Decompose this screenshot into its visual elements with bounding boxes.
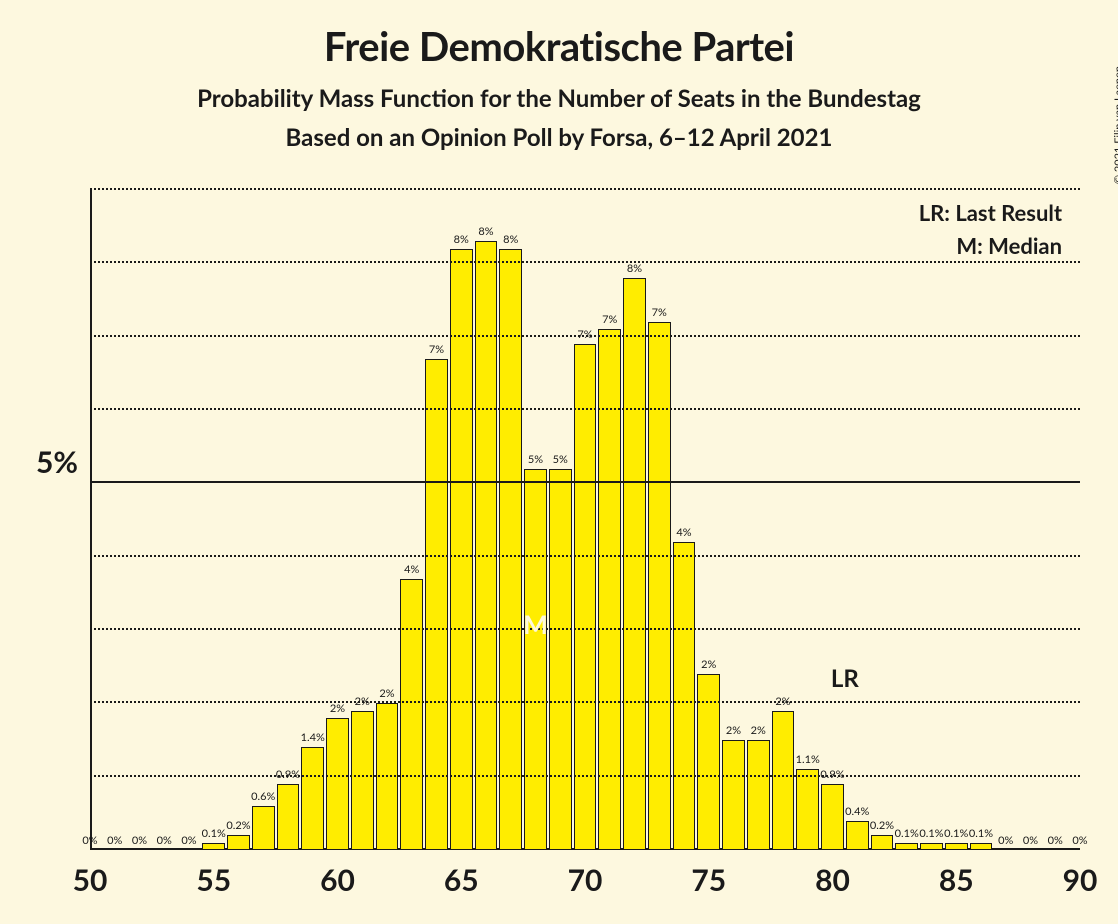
gridline [90, 261, 1080, 263]
bar [970, 843, 993, 850]
bar [301, 747, 324, 850]
bar [549, 469, 572, 850]
bar [450, 249, 473, 850]
bar-value-label: 2% [379, 687, 394, 700]
bar [895, 843, 918, 850]
bar-value-label: 8% [478, 225, 493, 238]
bar-value-label: 1.1% [796, 753, 820, 766]
bar-value-label: 2% [330, 702, 345, 715]
bar [400, 579, 423, 850]
chart-subtitle-1: Probability Mass Function for the Number… [0, 84, 1118, 113]
bars-container: 0%0%0%0%0%0.1%0.2%0.6%0.9%1.4%2%2%2%4%7%… [90, 190, 1080, 850]
bar [623, 278, 646, 850]
x-tick-label: 90 [1063, 862, 1098, 898]
chart-subtitle-2: Based on an Opinion Poll by Forsa, 6–12 … [0, 123, 1118, 152]
bar [351, 711, 374, 850]
bar-value-label: 4% [404, 563, 419, 576]
bar [920, 843, 943, 850]
pmf-chart: 0%0%0%0%0%0.1%0.2%0.6%0.9%1.4%2%2%2%4%7%… [90, 190, 1080, 850]
bar-value-label: 0% [157, 834, 172, 847]
bar [648, 322, 671, 850]
bar-value-label: 2% [701, 658, 716, 671]
bar [277, 784, 300, 850]
gridline [90, 408, 1080, 410]
bar-value-label: 0% [132, 834, 147, 847]
x-tick-label: 50 [73, 862, 108, 898]
bar-value-label: 5% [528, 453, 543, 466]
bar [772, 711, 795, 850]
gridline [90, 555, 1080, 557]
bar [821, 784, 844, 850]
x-tick-label: 75 [691, 862, 726, 898]
bar [673, 542, 696, 850]
y-tick-label: 5% [36, 444, 78, 480]
bar-value-label: 8% [454, 233, 469, 246]
bar [252, 806, 275, 850]
bar [475, 241, 498, 850]
bar [747, 740, 770, 850]
bar-value-label: 0.1% [202, 827, 226, 840]
bar-value-label: 1.4% [301, 731, 325, 744]
bar-value-label: 0.1% [944, 827, 968, 840]
x-tick-label: 80 [815, 862, 850, 898]
bar [326, 718, 349, 850]
bar-value-label: 0.2% [226, 819, 250, 832]
gridline [90, 188, 1080, 190]
bar-value-label: 5% [553, 453, 568, 466]
last-result-marker: LR [831, 664, 859, 693]
gridline [90, 628, 1080, 630]
bar-value-label: 0% [181, 834, 196, 847]
bar-value-label: 0% [107, 834, 122, 847]
legend-m: M: Median [919, 229, 1062, 262]
copyright-text: © 2021 Filip van Laenen [1112, 66, 1118, 184]
bar [871, 835, 894, 850]
x-tick-label: 65 [444, 862, 479, 898]
bar-value-label: 0.1% [895, 827, 919, 840]
gridline [90, 701, 1080, 703]
median-marker: M [523, 608, 548, 640]
bar-value-label: 2% [751, 724, 766, 737]
bar-value-label: 8% [627, 262, 642, 275]
bar-value-label: 0% [1072, 834, 1087, 847]
bar [945, 843, 968, 850]
bar-value-label: 8% [503, 233, 518, 246]
bar-value-label: 0.2% [870, 819, 894, 832]
x-tick-label: 70 [568, 862, 603, 898]
bar [796, 769, 819, 850]
bar-value-label: 0% [82, 834, 97, 847]
bar [227, 835, 250, 850]
bar-value-label: 0.6% [251, 790, 275, 803]
bar [499, 249, 522, 850]
bar [376, 703, 399, 850]
bar-value-label: 0.1% [969, 827, 993, 840]
bar-value-label: 7% [652, 306, 667, 319]
bar-value-label: 0% [1023, 834, 1038, 847]
bar-value-label: 0.4% [845, 805, 869, 818]
bar-value-label: 4% [676, 526, 691, 539]
x-tick-label: 55 [196, 862, 231, 898]
bar-value-label: 0% [1048, 834, 1063, 847]
plot-area: 0%0%0%0%0%0.1%0.2%0.6%0.9%1.4%2%2%2%4%7%… [90, 190, 1080, 850]
gridline [90, 481, 1080, 483]
bar [202, 843, 225, 850]
legend-lr: LR: Last Result [919, 196, 1062, 229]
bar-value-label: 2% [726, 724, 741, 737]
bar [524, 469, 547, 850]
bar-value-label: 0.1% [919, 827, 943, 840]
bar-value-label: 7% [429, 343, 444, 356]
title-block: Freie Demokratische Partei Probability M… [0, 0, 1118, 152]
legend: LR: Last Result M: Median [919, 196, 1062, 262]
x-tick-label: 85 [939, 862, 974, 898]
gridline [90, 335, 1080, 337]
bar [722, 740, 745, 850]
chart-title: Freie Demokratische Partei [0, 22, 1118, 70]
bar-value-label: 0% [998, 834, 1013, 847]
gridline [90, 775, 1080, 777]
bar [846, 821, 869, 850]
bar-value-label: 7% [602, 313, 617, 326]
x-tick-label: 60 [320, 862, 355, 898]
